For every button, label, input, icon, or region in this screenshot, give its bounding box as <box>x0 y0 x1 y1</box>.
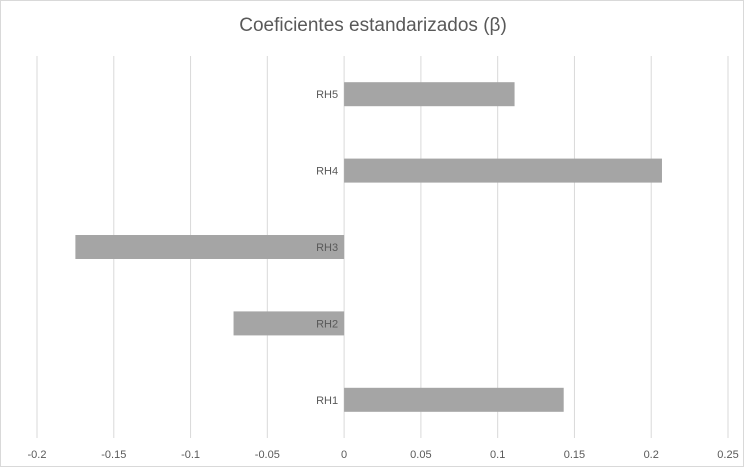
chart-title: Coeficientes estandarizados (β) <box>239 15 507 36</box>
x-tick-label: 0.1 <box>490 449 505 461</box>
y-category-label: RH5 <box>316 89 338 101</box>
y-category-label: RH4 <box>316 166 338 178</box>
bar-rh1 <box>344 387 564 412</box>
bar-rh5 <box>344 82 515 107</box>
bar-rh4 <box>344 158 662 183</box>
bar-rh2 <box>233 311 345 336</box>
x-tick-label: 0.25 <box>717 449 738 461</box>
x-tick-label: 0 <box>341 449 347 461</box>
bar-rh3 <box>75 235 345 259</box>
x-tick-label: -0.2 <box>28 449 47 461</box>
x-tick-label: 0.2 <box>644 449 659 461</box>
x-tick-label: 0.15 <box>564 449 585 461</box>
x-tick-label: 0.05 <box>410 449 431 461</box>
x-tick-label: -0.1 <box>181 449 200 461</box>
y-category-label: RH2 <box>316 318 338 330</box>
x-tick-label: -0.05 <box>255 449 280 461</box>
y-category-label: RH1 <box>316 395 338 407</box>
y-category-label: RH3 <box>316 242 338 254</box>
x-tick-label: -0.15 <box>101 449 126 461</box>
